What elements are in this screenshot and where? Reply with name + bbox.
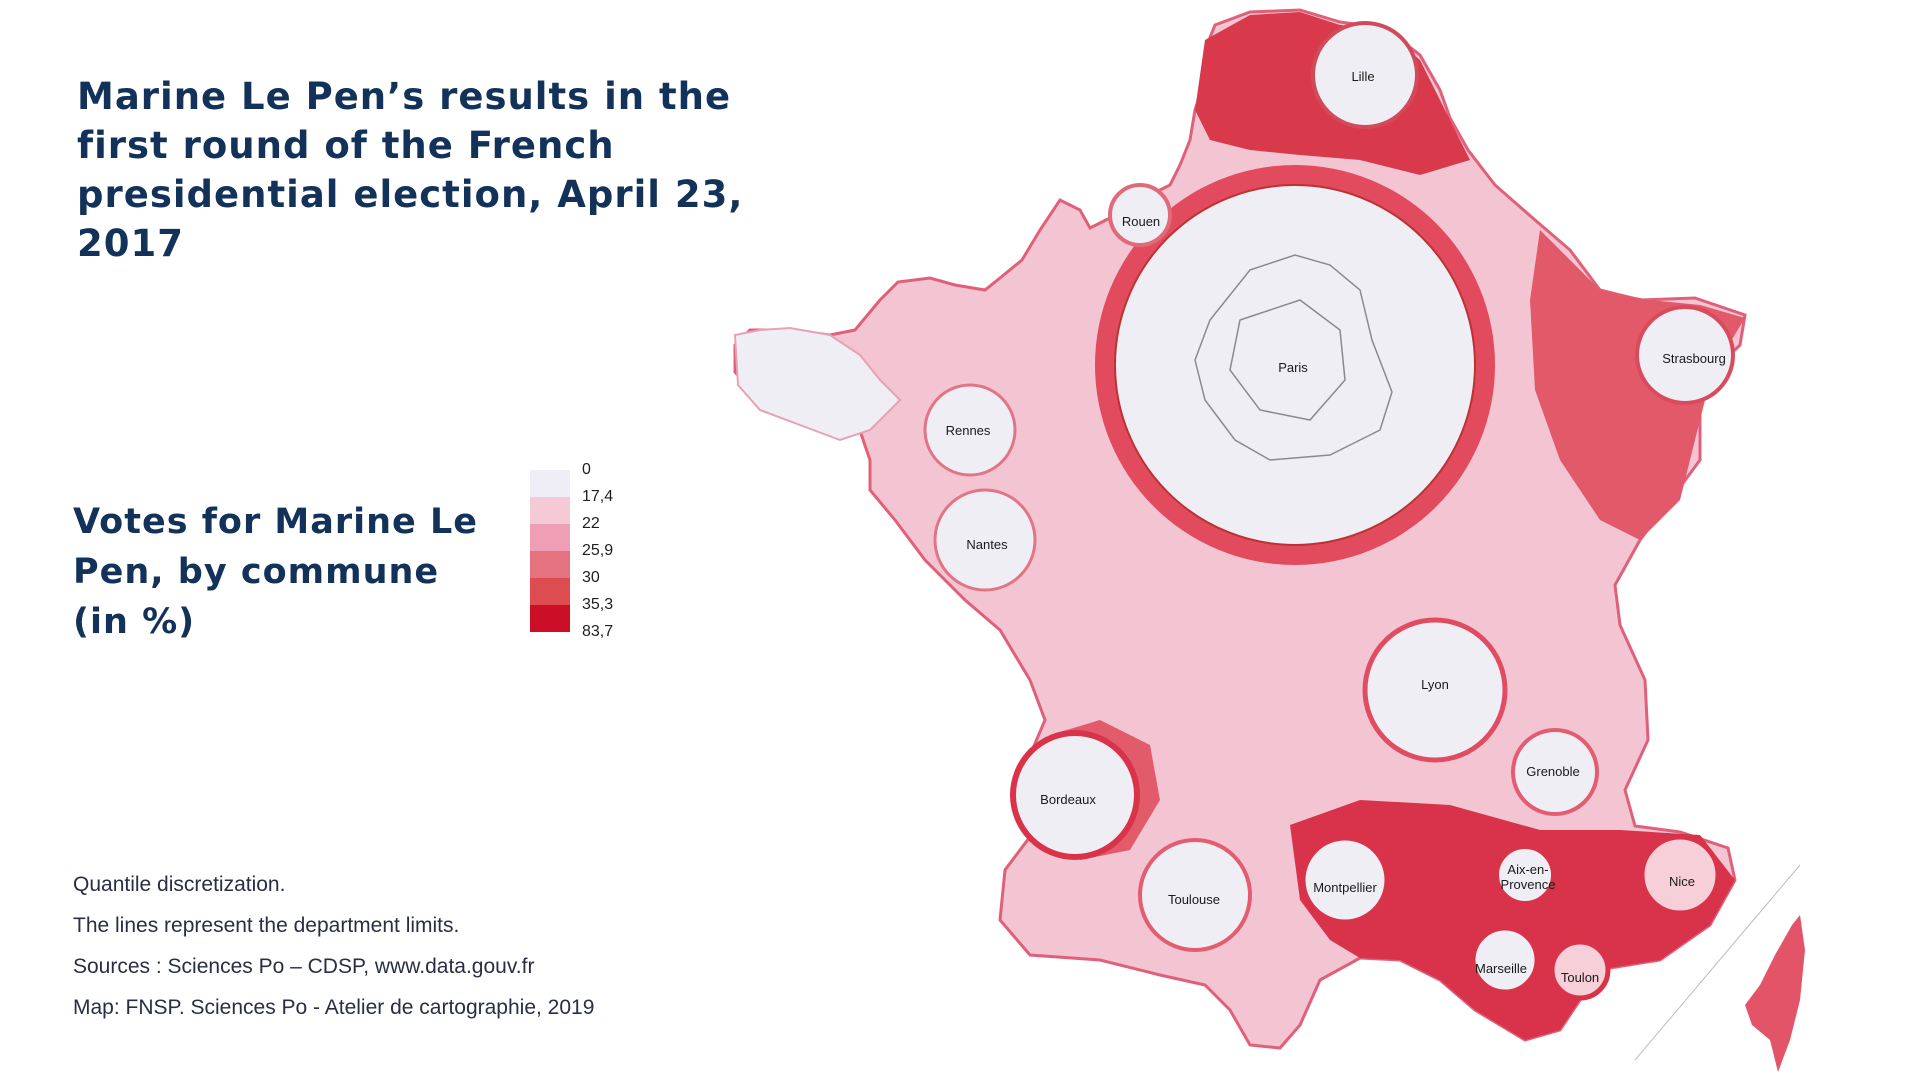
lyon-bubble: [1362, 617, 1508, 763]
city-label-rennes: Rennes: [946, 423, 991, 438]
city-label-paris: Paris: [1278, 360, 1308, 375]
legend-swatch-3: [530, 524, 570, 551]
city-label-nice: Nice: [1669, 874, 1695, 889]
city-label-lyon: Lyon: [1421, 677, 1449, 692]
city-label-marseille: Marseille: [1475, 961, 1527, 976]
map-title: Marine Le Pen’s results in the first rou…: [77, 75, 744, 265]
legend-break-2: 22: [582, 515, 600, 532]
legend-break-3: 25,9: [582, 542, 614, 559]
montpellier-bubble: [1300, 835, 1390, 925]
city-label-aix-line1: Aix-en-: [1507, 862, 1548, 877]
legend-break-5: 35,3: [582, 596, 614, 613]
city-label-lille: Lille: [1351, 69, 1374, 84]
brittany-peninsula: [733, 326, 902, 442]
legend-title: Votes for Marine Le Pen, by commune (in …: [73, 502, 479, 642]
city-label-montpellier: Montpellier: [1313, 880, 1377, 895]
note-discretization: Quantile discretization.: [73, 873, 286, 896]
paris-departments: [1194, 254, 1393, 461]
cartogram-map: Lille Rouen Paris Strasbourg Rennes Nant…: [733, 8, 1805, 1072]
lille-bubble: [1311, 21, 1419, 129]
grenoble-bubble: [1511, 728, 1599, 816]
corsica: [1745, 915, 1805, 1072]
toulouse-bubble: [1138, 838, 1252, 952]
legend-swatch-4: [530, 551, 570, 578]
city-label-toulouse: Toulouse: [1168, 892, 1220, 907]
legend-swatch-2: [530, 497, 570, 524]
legend-break-6: 83,7: [582, 623, 614, 640]
legend-break-1: 17,4: [582, 488, 614, 505]
toulon-bubble: [1549, 939, 1611, 1001]
marseille-bubble: [1470, 925, 1540, 995]
bordeaux-bubble: [1010, 730, 1140, 860]
note-sources: Sources : Sciences Po – CDSP, www.data.g…: [73, 955, 535, 978]
city-label-rouen: Rouen: [1122, 214, 1160, 229]
rennes-bubble: [923, 383, 1017, 477]
aix-bubble: [1495, 845, 1555, 905]
city-label-toulon: Toulon: [1561, 970, 1599, 985]
corsica-inset-line: [1634, 864, 1801, 1061]
strasbourg-bubble: [1635, 305, 1735, 405]
nice-bubble: [1639, 834, 1721, 916]
legend-swatch-1: [530, 470, 570, 497]
city-label-aix-line2: Provence: [1501, 877, 1556, 892]
city-label-grenoble: Grenoble: [1526, 764, 1579, 779]
city-label-nantes: Nantes: [966, 537, 1008, 552]
city-label-strasbourg: Strasbourg: [1662, 351, 1726, 366]
legend-break-0: 0: [582, 461, 591, 478]
rouen-bubble: [1108, 183, 1172, 247]
nantes-bubble: [933, 488, 1037, 592]
map-notes: Quantile discretization. The lines repre…: [73, 864, 693, 1028]
southeast-red-belt: [1290, 800, 1735, 1040]
city-label-bordeaux: Bordeaux: [1040, 792, 1096, 807]
note-department-lines: The lines represent the department limit…: [73, 914, 460, 937]
note-credit: Map: FNSP. Sciences Po - Atelier de cart…: [73, 996, 595, 1019]
legend-swatch-6: [530, 605, 570, 632]
legend-swatch-5: [530, 578, 570, 605]
legend-break-4: 30: [582, 569, 600, 586]
paris-inner: [1114, 184, 1476, 546]
